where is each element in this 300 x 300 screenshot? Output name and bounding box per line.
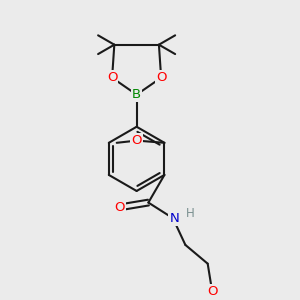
Text: O: O	[114, 200, 124, 214]
Text: O: O	[107, 71, 117, 84]
Text: H: H	[185, 207, 194, 220]
Text: O: O	[156, 71, 166, 84]
Text: O: O	[131, 134, 142, 147]
Text: B: B	[132, 88, 141, 101]
Text: O: O	[207, 285, 217, 298]
Text: N: N	[169, 212, 179, 225]
